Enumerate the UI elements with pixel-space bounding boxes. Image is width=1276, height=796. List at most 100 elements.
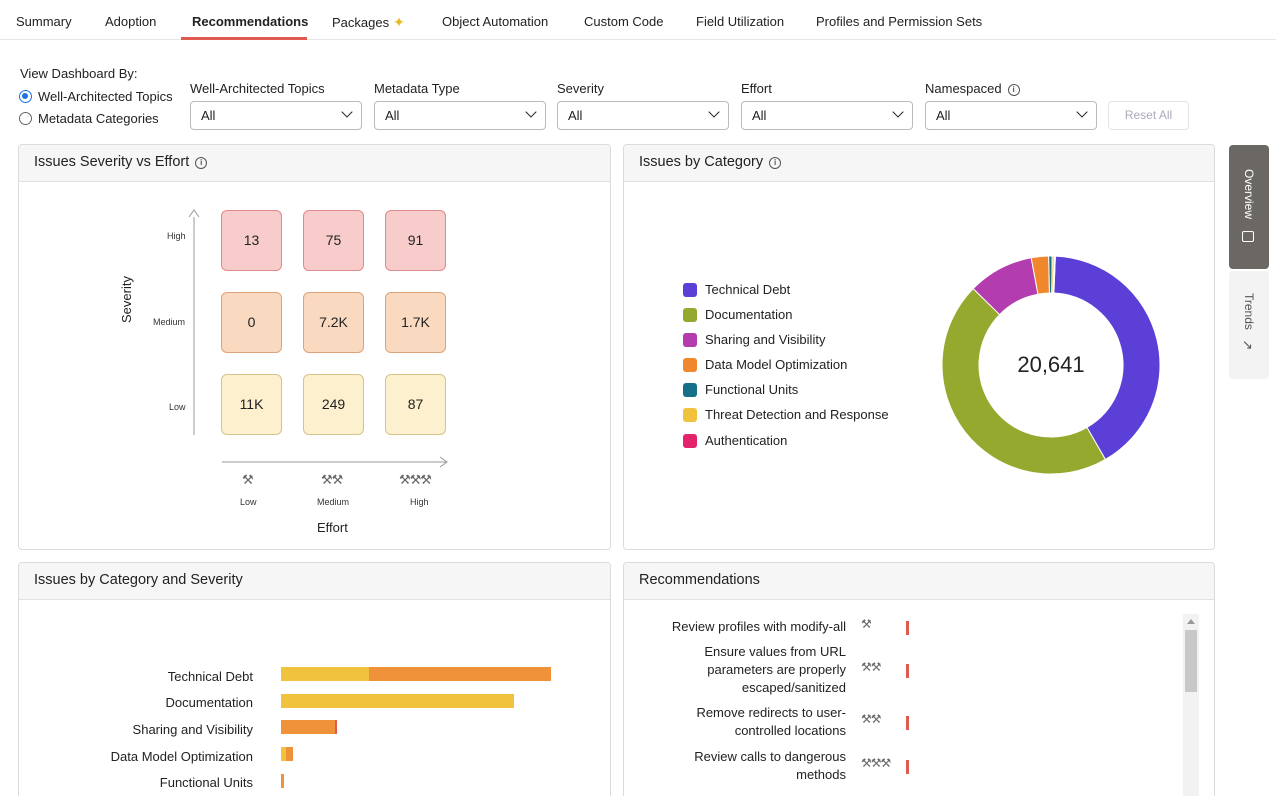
radio-selected-icon[interactable] [19,90,32,103]
radio-metadata-categories[interactable]: Metadata Categories [19,111,159,126]
cell-low-medium[interactable]: 249 [303,374,364,435]
bar-label-functional-units: Functional Units [159,775,253,790]
namespaced-select[interactable]: All [925,101,1097,130]
donut-slice-authentication[interactable] [1052,255,1056,294]
select-value: All [568,108,583,123]
legend-technical-debt[interactable]: Technical Debt [683,282,790,297]
legend-label: Technical Debt [705,282,791,297]
cell-medium-high[interactable]: 1.7K [385,292,446,353]
hammer-icon: ⚒ [242,472,254,487]
bar-segment-low[interactable] [281,667,370,681]
hammer-icon: ⚒⚒ [861,660,881,674]
overview-icon [1242,231,1254,242]
select-value: All [936,108,951,123]
filter-label-metadata: Metadata Type [374,81,460,96]
cell-low-low[interactable]: 11K [221,374,282,435]
legend-swatch [683,332,697,347]
legend-swatch [683,433,697,448]
legend-label: Functional Units [705,382,799,397]
row-label-high: High [167,231,186,241]
legend-data-model-optimization[interactable]: Data Model Optimization [683,357,847,372]
legend-authentication[interactable]: Authentication [683,433,787,448]
chevron-down-icon [1076,106,1088,118]
severity-select[interactable]: All [557,101,729,130]
tab-recommendations[interactable]: Recommendations [192,14,309,29]
radio-unselected-icon[interactable] [19,112,32,125]
severity-axis-label: Severity [119,276,134,323]
effort-axis-label: Effort [317,520,348,535]
chevron-down-icon [892,106,904,118]
trend-up-icon: ↗ [1240,339,1256,351]
wat-select[interactable]: All [190,101,362,130]
side-tab-overview[interactable]: Overview [1229,145,1269,269]
cell-medium-medium[interactable]: 7.2K [303,292,364,353]
filter-label-severity: Severity [557,81,604,96]
hammer-icon: ⚒⚒ [321,472,343,487]
bar-segment-low[interactable] [281,747,286,761]
side-tab-trends[interactable]: Trends ↗ [1229,271,1269,379]
bar-segment-medium[interactable] [285,747,293,761]
card-header: Issues by Category i [624,145,1214,182]
legend-label: Documentation [705,307,793,322]
matrix-axes [188,209,448,468]
cell-high-medium[interactable]: 75 [303,210,364,271]
legend-swatch [683,382,697,397]
radio-well-architected[interactable]: Well-Architected Topics [19,89,173,104]
bar-segment-medium[interactable] [281,720,335,734]
cell-high-high[interactable]: 91 [385,210,446,271]
bar-label-data-model: Data Model Optimization [110,749,253,764]
info-icon[interactable]: i [1007,84,1020,96]
select-value: All [201,108,216,123]
row-label-low: Low [169,402,186,412]
card-title: Issues Severity vs Effort [34,154,190,170]
severity-indicator [906,760,909,774]
reset-all-button[interactable]: Reset All [1108,101,1189,130]
recommendation-item[interactable]: Review profiles with modify-all [671,619,846,634]
side-tab-overview-label: Overview [1242,169,1256,220]
filter-label-wat: Well-Architected Topics [190,81,325,96]
recommendation-item[interactable]: Review calls to dangerous methods [694,749,846,782]
bar-segment-high[interactable] [334,720,337,734]
tab-profiles-permission-sets[interactable]: Profiles and Permission Sets [816,14,983,29]
scrollbar-thumb[interactable] [1185,630,1197,692]
info-icon[interactable]: i [195,157,208,169]
bar-segment-low[interactable] [281,694,514,708]
recommendation-item[interactable]: Remove redirects to user-controlled loca… [696,705,846,738]
legend-label: Sharing and Visibility [705,332,826,347]
bar-segment-medium[interactable] [281,774,284,788]
tab-packages[interactable]: Packages ✦ [332,14,405,31]
legend-functional-units[interactable]: Functional Units [683,382,798,397]
info-icon[interactable]: i [769,157,782,169]
tab-object-automation[interactable]: Object Automation [442,14,549,29]
scrollbar-track[interactable] [1183,614,1199,796]
scroll-up-icon[interactable] [1187,619,1195,624]
donut-slice-documentation[interactable] [941,287,1107,475]
tab-adoption[interactable]: Adoption [105,14,157,29]
severity-indicator [906,716,909,730]
bar-segment-medium[interactable] [369,667,551,681]
row-label-medium: Medium [153,317,186,327]
radio-label: Well-Architected Topics [38,89,173,104]
tab-summary[interactable]: Summary [16,14,72,29]
tab-custom-code[interactable]: Custom Code [584,14,664,29]
tab-field-utilization[interactable]: Field Utilization [696,14,785,29]
recommendation-item[interactable]: Ensure values from URL parameters are pr… [704,644,846,695]
legend-swatch [683,307,697,322]
cell-medium-low[interactable]: 0 [221,292,282,353]
metadata-type-select[interactable]: All [374,101,546,130]
legend-documentation[interactable]: Documentation [683,307,792,322]
bar-label-sharing-visibility: Sharing and Visibility [132,722,253,737]
severity-indicator [906,664,909,678]
cell-high-low[interactable]: 13 [221,210,282,271]
legend-threat-detection[interactable]: Threat Detection and Response [683,407,889,422]
severity-indicator [906,621,909,635]
cell-low-high[interactable]: 87 [385,374,446,435]
recommendations-card: Recommendations [623,562,1215,796]
filter-label-effort: Effort [741,81,772,96]
legend-sharing-visibility[interactable]: Sharing and Visibility [683,332,825,347]
donut-slice-technical-debt[interactable] [1053,255,1161,461]
legend-label: Data Model Optimization [705,357,848,372]
effort-select[interactable]: All [741,101,913,130]
legend-swatch [683,357,697,372]
card-header: Recommendations [624,563,1214,600]
